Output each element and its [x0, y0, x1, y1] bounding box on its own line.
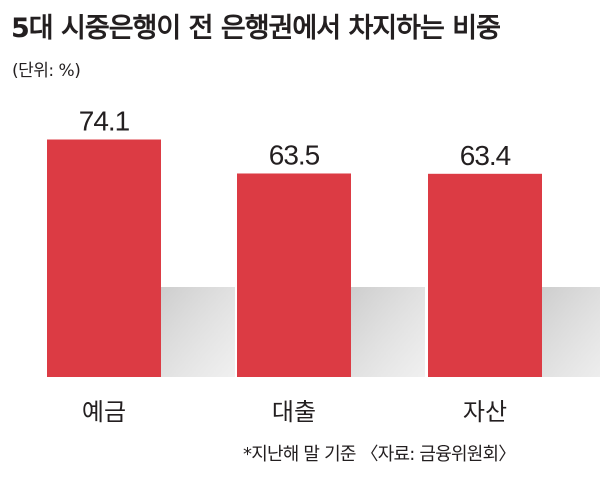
chart-title: 5대 시중은행이 전 은행권에서 차지하는 비중	[11, 13, 501, 44]
category-label: 대출	[272, 398, 316, 426]
bar-예금	[47, 139, 161, 377]
bar-자산	[428, 173, 542, 377]
value-label: 63.4	[460, 140, 511, 171]
bar-shadow	[161, 287, 235, 377]
bar-shadow	[351, 287, 425, 377]
bar-대출	[237, 173, 351, 377]
source-note: *지난해 말 기준 〈자료: 금융위원회〉	[243, 444, 516, 465]
category-label: 자산	[463, 398, 507, 426]
value-label: 63.5	[269, 139, 320, 170]
value-label: 74.1	[79, 106, 130, 137]
unit-label: (단위: %)	[12, 61, 81, 81]
category-label: 예금	[82, 398, 126, 426]
bar-shadow	[542, 287, 600, 377]
